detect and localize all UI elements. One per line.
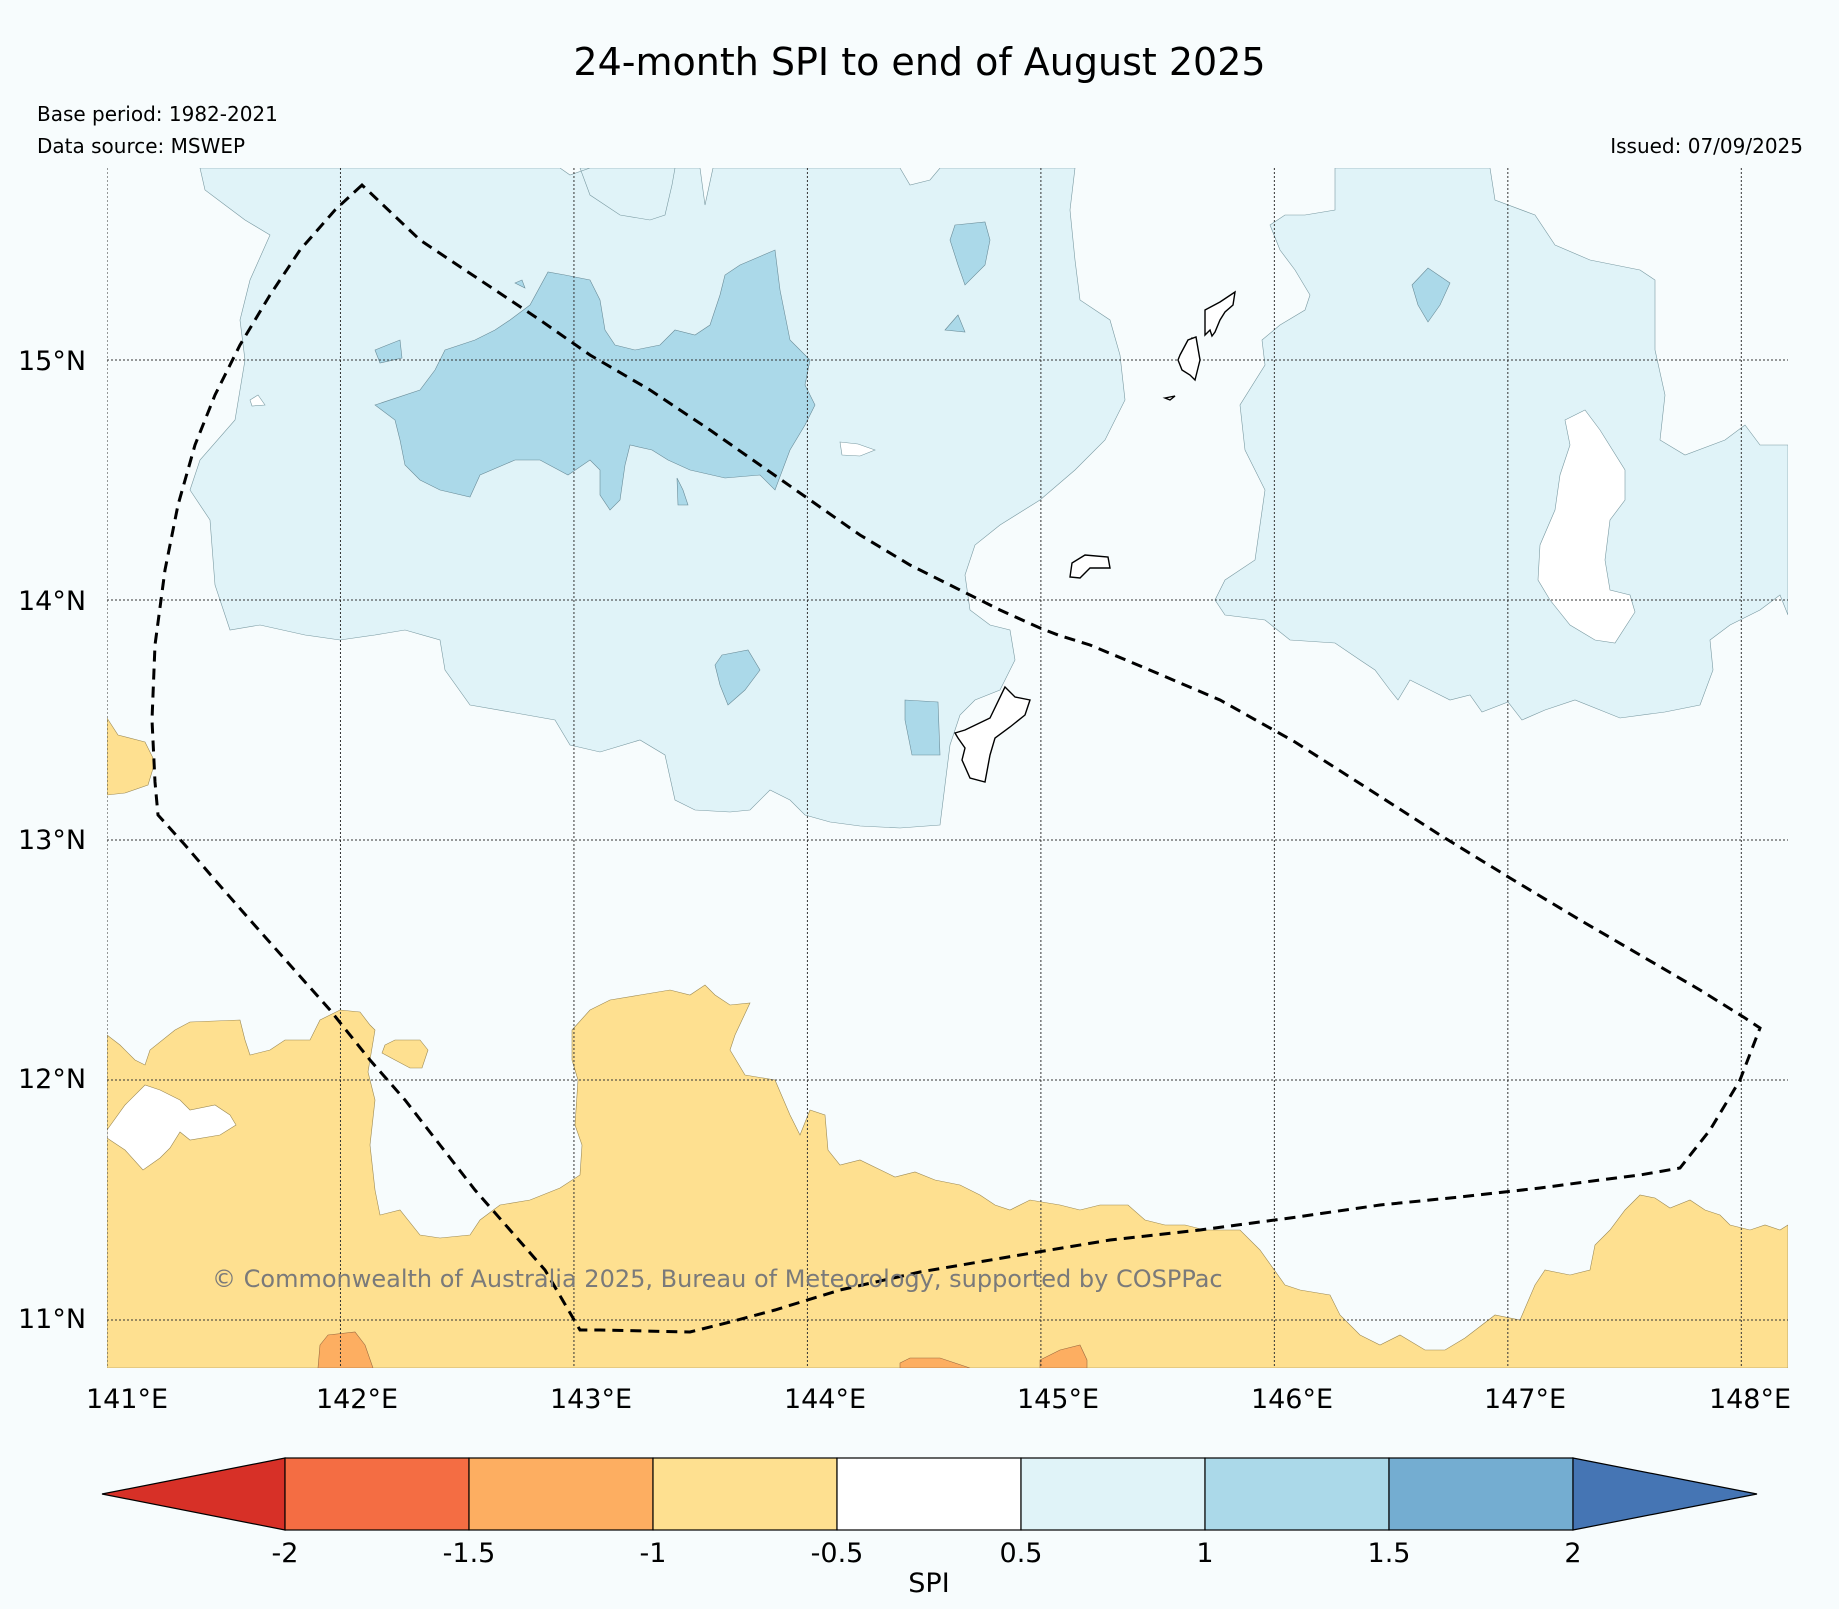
spi-blob-small-west <box>381 1039 429 1069</box>
spi-orange-1 <box>317 1331 374 1368</box>
island-rota <box>1069 554 1111 579</box>
lon-tick: 144°E <box>784 1384 866 1415</box>
island-saipan <box>1177 336 1201 382</box>
colorbar-segment <box>1020 1457 1206 1531</box>
spi-blob-3 <box>374 339 403 364</box>
lon-tick: 145°E <box>1017 1384 1099 1415</box>
map-title: 24-month SPI to end of August 2025 <box>573 40 1266 84</box>
lon-tick: 148°E <box>1709 1384 1791 1415</box>
colorbar-label: SPI <box>908 1568 949 1599</box>
spi-0.5-1-regions <box>189 168 1788 829</box>
data-source-label: Data source: MSWEP <box>37 134 246 158</box>
colorbar-segment <box>284 1457 470 1531</box>
colorbar-tick: 1.5 <box>1368 1538 1411 1569</box>
island-northern <box>1204 290 1236 338</box>
spi-blob-1 <box>949 221 991 286</box>
spi-orange-3 <box>1039 1344 1088 1368</box>
spi-region-north-west <box>189 168 1126 829</box>
colorbar-tick: -0.5 <box>811 1538 864 1569</box>
colorbar-extend-low <box>101 1457 286 1531</box>
spi-region-central-west <box>374 249 816 511</box>
colorbar-segment <box>468 1457 654 1531</box>
spi-blob-6 <box>904 699 941 756</box>
lat-tick: 11°N <box>18 1304 86 1335</box>
island-coastlines <box>953 290 1236 783</box>
spi-blob-7 <box>676 477 689 506</box>
colorbar-tick: -1.5 <box>443 1538 496 1569</box>
colorbar: -2 -1.5 -1 -0.5 0.5 1 1.5 2 SPI <box>101 1457 1758 1599</box>
colorbar-tick: 2 <box>1564 1538 1581 1569</box>
issued-date-label: Issued: 07/09/2025 <box>1610 134 1803 158</box>
lon-tick: 147°E <box>1484 1384 1566 1415</box>
lon-tick: 146°E <box>1251 1384 1333 1415</box>
colorbar-segment <box>836 1457 1022 1531</box>
island-tiny <box>1162 395 1176 401</box>
eez-boundary <box>150 182 1762 1334</box>
colorbar-tick: 0.5 <box>1000 1538 1043 1569</box>
lon-tick: 142°E <box>316 1384 398 1415</box>
colorbar-segment <box>652 1457 838 1531</box>
spi-region-west-edge <box>107 717 156 796</box>
spi-region-north-east <box>1214 168 1788 721</box>
spi-hole-east <box>1537 409 1636 644</box>
spi-1-1.5-regions <box>374 221 1451 756</box>
lon-tick: 143°E <box>550 1384 632 1415</box>
lat-tick: 15°N <box>18 346 86 377</box>
spi-hole-small-2 <box>249 394 266 407</box>
spi-blob-east <box>1411 267 1451 323</box>
spi-orange-2 <box>899 1357 971 1368</box>
lat-tick-labels: 15°N 14°N 13°N 12°N 11°N <box>18 346 86 1335</box>
spi-hole-south-west <box>107 1084 237 1171</box>
island-guam <box>953 685 1031 783</box>
spi-neutral-holes <box>249 394 1636 644</box>
map-gridlines <box>107 168 1788 1368</box>
map-plot-area <box>107 168 1788 1368</box>
spi-blob-2 <box>944 314 966 333</box>
lat-tick: 13°N <box>18 825 86 856</box>
spi-hole-small-1 <box>839 441 876 457</box>
colorbar-segment <box>1204 1457 1390 1531</box>
lon-tick-labels: 141°E 142°E 143°E 144°E 145°E 146°E 147°… <box>86 1384 1791 1415</box>
colorbar-tick: -1 <box>640 1538 667 1569</box>
base-period-label: Base period: 1982-2021 <box>37 102 278 126</box>
spi-blob-4 <box>514 279 526 289</box>
spi-neutral-hole-south <box>107 1084 237 1171</box>
spi-neg-0.5-neg-1-regions <box>107 717 1788 1368</box>
spi-neg-1-neg-1.5-regions <box>317 1331 1088 1368</box>
colorbar-tick: -2 <box>272 1538 299 1569</box>
lat-tick: 12°N <box>18 1064 86 1095</box>
spi-region-south-west <box>107 984 1788 1368</box>
colorbar-extend-high <box>1572 1457 1758 1531</box>
colorbar-segment <box>1388 1457 1574 1531</box>
lon-tick: 141°E <box>86 1384 168 1415</box>
copyright-notice: © Commonwealth of Australia 2025, Bureau… <box>212 1265 1223 1293</box>
lat-tick: 14°N <box>18 586 86 617</box>
spi-blob-5 <box>714 649 761 706</box>
colorbar-tick: 1 <box>1196 1538 1213 1569</box>
